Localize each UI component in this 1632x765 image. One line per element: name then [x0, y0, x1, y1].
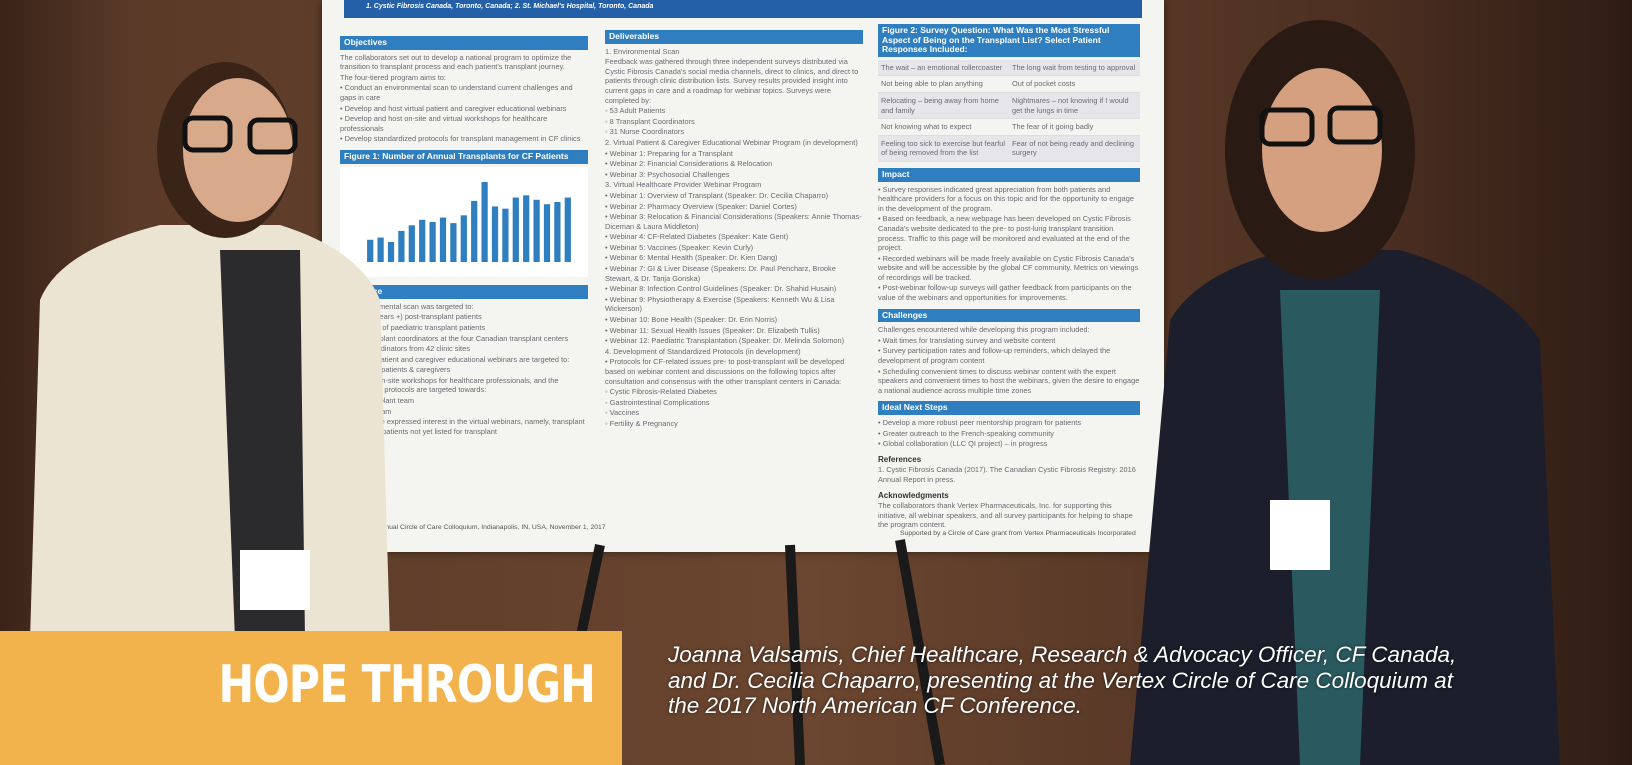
caption-line: the 2017 North American CF Conference. [668, 693, 1456, 719]
photo: 1. Cystic Fibrosis Canada, Toronto, Cana… [0, 0, 1632, 765]
banner-title: HOPE THROUGH PROGRESS [107, 631, 595, 739]
person-left [30, 62, 390, 640]
caption-line: and Dr. Cecilia Chaparro, presenting at … [668, 668, 1456, 694]
caption: Joanna Valsamis, Chief Healthcare, Resea… [668, 642, 1456, 719]
caption-line: Joanna Valsamis, Chief Healthcare, Resea… [668, 642, 1456, 668]
